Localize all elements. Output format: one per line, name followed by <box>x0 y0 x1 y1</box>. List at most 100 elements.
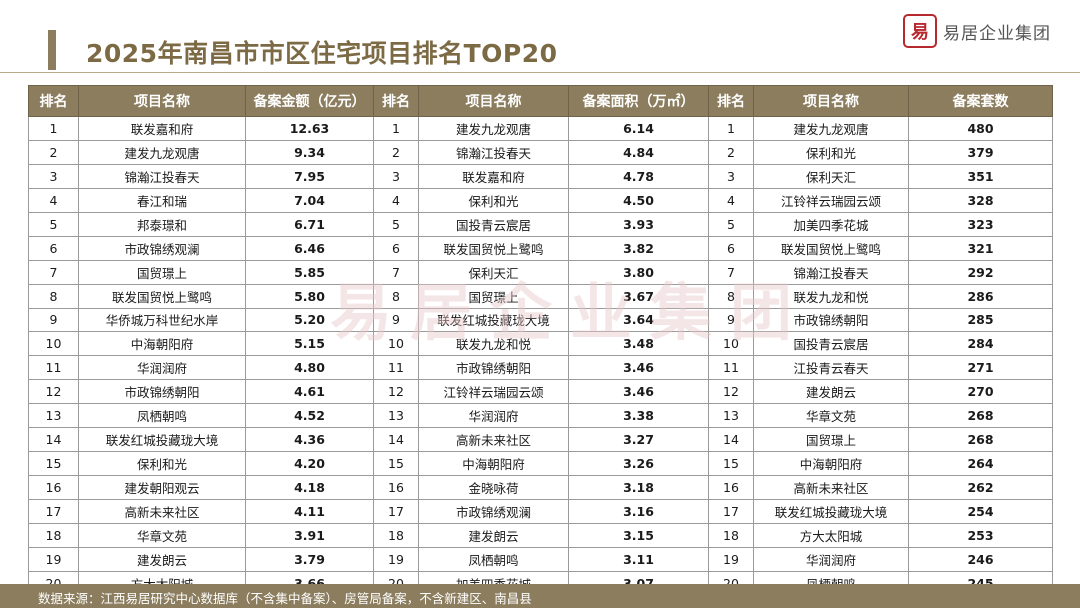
table-cell: 联发国贸悦上鹭鸣 <box>78 283 246 309</box>
table-cell: 方大太阳城 <box>753 522 909 548</box>
table-cell: 4.11 <box>245 499 374 524</box>
table-cell: 7.95 <box>245 163 374 189</box>
table-cell: 市政锦绣朝阳 <box>78 379 246 405</box>
table-cell: 4.78 <box>568 163 709 189</box>
table-cell: 2 <box>373 139 419 165</box>
table-cell: 联发嘉和府 <box>418 163 569 189</box>
column-header: 备案面积（万㎡） <box>568 85 709 117</box>
table-cell: 联发国贸悦上鹭鸣 <box>418 235 569 261</box>
table-cell: 8 <box>708 283 754 309</box>
page-title: 2025年南昌市市区住宅项目排名TOP20 <box>86 39 558 68</box>
table-cell: 3.67 <box>568 283 709 309</box>
table-cell: 高新未来社区 <box>418 427 569 453</box>
table-row: 7 国贸璟上 5.85 7 保利天汇 3.80 7 锦瀚江投春天 292 <box>28 259 1053 285</box>
table-cell: 3.46 <box>568 379 709 405</box>
table-cell: 9.34 <box>245 139 374 165</box>
table-cell: 市政锦绣观澜 <box>78 235 246 261</box>
table-cell: 13 <box>28 403 79 429</box>
table-cell: 16 <box>708 475 754 500</box>
table-cell: 262 <box>908 475 1053 500</box>
table-cell: 3.79 <box>245 546 374 572</box>
table-cell: 3.91 <box>245 522 374 548</box>
table-cell: 379 <box>908 139 1053 165</box>
table-cell: 4.18 <box>245 475 374 500</box>
table-cell: 253 <box>908 522 1053 548</box>
table-cell: 保利和光 <box>418 187 569 213</box>
table-row: 14 联发红城投藏珑大境 4.36 14 高新未来社区 3.27 14 国贸璟上 268 <box>28 427 1053 453</box>
table-cell: 中海朝阳府 <box>418 451 569 477</box>
table-cell: 4.36 <box>245 427 374 453</box>
table-row: 11 华润润府 4.80 11 市政锦绣朝阳 3.46 11 江投青云春天 271 <box>28 355 1053 381</box>
table-cell: 华侨城万科世纪水岸 <box>78 307 246 333</box>
table-cell: 联发红城投藏珑大境 <box>753 499 909 524</box>
table-row: 13 凤栖朝鸣 4.52 13 华润润府 3.38 13 华章文苑 268 <box>28 403 1053 429</box>
table-cell: 6.71 <box>245 211 374 237</box>
table-cell: 5.20 <box>245 307 374 333</box>
table-cell: 3.46 <box>568 355 709 381</box>
table-cell: 保利天汇 <box>418 259 569 285</box>
table-cell: 18 <box>373 522 419 548</box>
table-cell: 15 <box>373 451 419 477</box>
table-cell: 联发国贸悦上鹭鸣 <box>753 235 909 261</box>
table-cell: 锦瀚江投春天 <box>78 163 246 189</box>
table-cell: 480 <box>908 116 1053 141</box>
table-cell: 12.63 <box>245 116 374 141</box>
table-cell: 10 <box>28 331 79 357</box>
table-cell: 4.50 <box>568 187 709 213</box>
table-cell: 联发九龙和悦 <box>753 283 909 309</box>
column-header: 排名 <box>708 85 754 117</box>
table-cell: 9 <box>708 307 754 333</box>
table-cell: 7 <box>28 259 79 285</box>
table-cell: 292 <box>908 259 1053 285</box>
table-cell: 春江和瑞 <box>78 187 246 213</box>
table-cell: 8 <box>373 283 419 309</box>
table-cell: 建发朗云 <box>418 522 569 548</box>
table-cell: 13 <box>373 403 419 429</box>
table-cell: 7 <box>708 259 754 285</box>
table-cell: 联发九龙和悦 <box>418 331 569 357</box>
table-cell: 5 <box>373 211 419 237</box>
table-cell: 19 <box>373 546 419 572</box>
data-source-note: 数据来源：江西易居研究中心数据库（不含集中备案）、房管局备案，不含新建区、南昌县 <box>38 591 532 606</box>
table-cell: 1 <box>28 116 79 141</box>
table-cell: 中海朝阳府 <box>753 451 909 477</box>
logo-mark-icon: 易 <box>903 14 937 48</box>
table-cell: 邦泰璟和 <box>78 211 246 237</box>
table-cell: 11 <box>373 355 419 381</box>
table-cell: 11 <box>28 355 79 381</box>
table-cell: 17 <box>28 499 79 524</box>
table-row: 9 华侨城万科世纪水岸 5.20 9 联发红城投藏珑大境 3.64 9 市政锦绣朝阳 285 <box>28 307 1053 333</box>
table-cell: 328 <box>908 187 1053 213</box>
table-cell: 5.15 <box>245 331 374 357</box>
table-cell: 270 <box>908 379 1053 405</box>
column-header: 项目名称 <box>78 85 246 117</box>
table-cell: 5.85 <box>245 259 374 285</box>
table-cell: 1 <box>373 116 419 141</box>
table-cell: 19 <box>28 546 79 572</box>
table-cell: 12 <box>373 379 419 405</box>
table-cell: 3.82 <box>568 235 709 261</box>
table-cell: 18 <box>28 522 79 548</box>
table-cell: 市政锦绣朝阳 <box>418 355 569 381</box>
table-cell: 246 <box>908 546 1053 572</box>
ranking-table: 排名 项目名称 备案金额（亿元） 排名 项目名称 备案面积（万㎡） 排名 项目名称 备案套数 1… <box>28 85 1053 596</box>
table-cell: 3 <box>373 163 419 189</box>
table-cell: 联发嘉和府 <box>78 116 246 141</box>
table-cell: 3.18 <box>568 475 709 500</box>
table-row: 1 联发嘉和府 12.63 1 建发九龙观唐 6.14 1 建发九龙观唐 480 <box>28 116 1053 141</box>
table-cell: 4.84 <box>568 139 709 165</box>
table-cell: 6 <box>708 235 754 261</box>
table-cell: 建发九龙观唐 <box>418 116 569 141</box>
table-cell: 国贸璟上 <box>418 283 569 309</box>
table-cell: 268 <box>908 403 1053 429</box>
table-cell: 17 <box>373 499 419 524</box>
table-cell: 17 <box>708 499 754 524</box>
table-cell: 建发九龙观唐 <box>753 116 909 141</box>
table-cell: 323 <box>908 211 1053 237</box>
table-cell: 高新未来社区 <box>78 499 246 524</box>
table-cell: 3.48 <box>568 331 709 357</box>
title-divider <box>0 72 1080 73</box>
table-cell: 华润润府 <box>78 355 246 381</box>
table-cell: 凤栖朝鸣 <box>418 546 569 572</box>
table-cell: 3.11 <box>568 546 709 572</box>
